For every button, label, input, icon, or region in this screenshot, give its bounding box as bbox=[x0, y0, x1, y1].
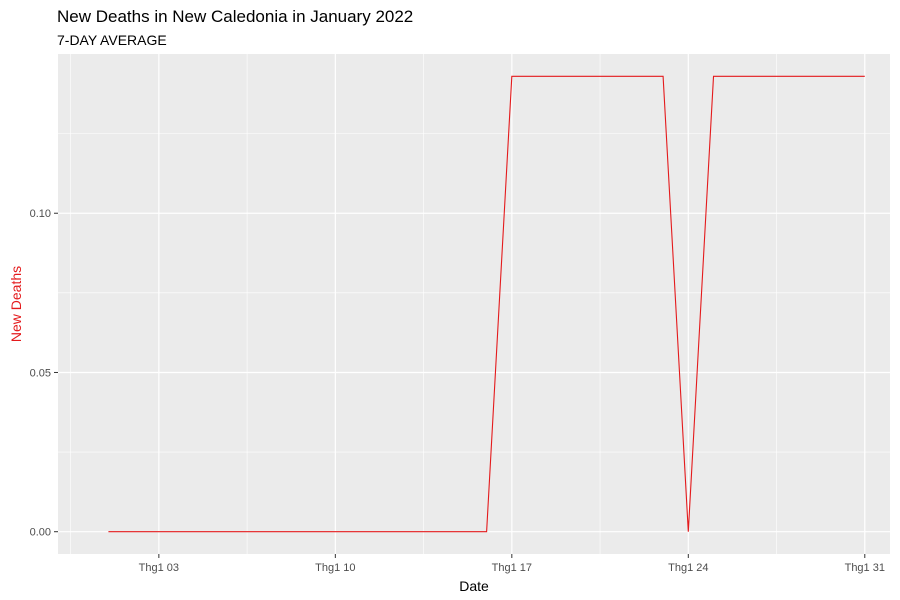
x-tick-label: Thg1 31 bbox=[845, 562, 885, 574]
y-tick-label: 0.10 bbox=[30, 208, 51, 220]
x-axis-title: Date bbox=[459, 578, 489, 594]
x-tick-label: Thg1 24 bbox=[668, 562, 708, 574]
y-tick-label: 0.00 bbox=[30, 527, 51, 539]
y-axis-title: New Deaths bbox=[8, 266, 24, 342]
x-tick-label: Thg1 03 bbox=[139, 562, 179, 574]
x-tick-label: Thg1 10 bbox=[315, 562, 355, 574]
x-tick-label: Thg1 17 bbox=[492, 562, 532, 574]
plot-panel bbox=[58, 54, 890, 554]
chart-title: New Deaths in New Caledonia in January 2… bbox=[57, 7, 414, 26]
series-line bbox=[108, 75, 865, 533]
y-tick-label: 0.05 bbox=[30, 367, 51, 379]
chart-subtitle: 7-DAY AVERAGE bbox=[57, 32, 167, 48]
